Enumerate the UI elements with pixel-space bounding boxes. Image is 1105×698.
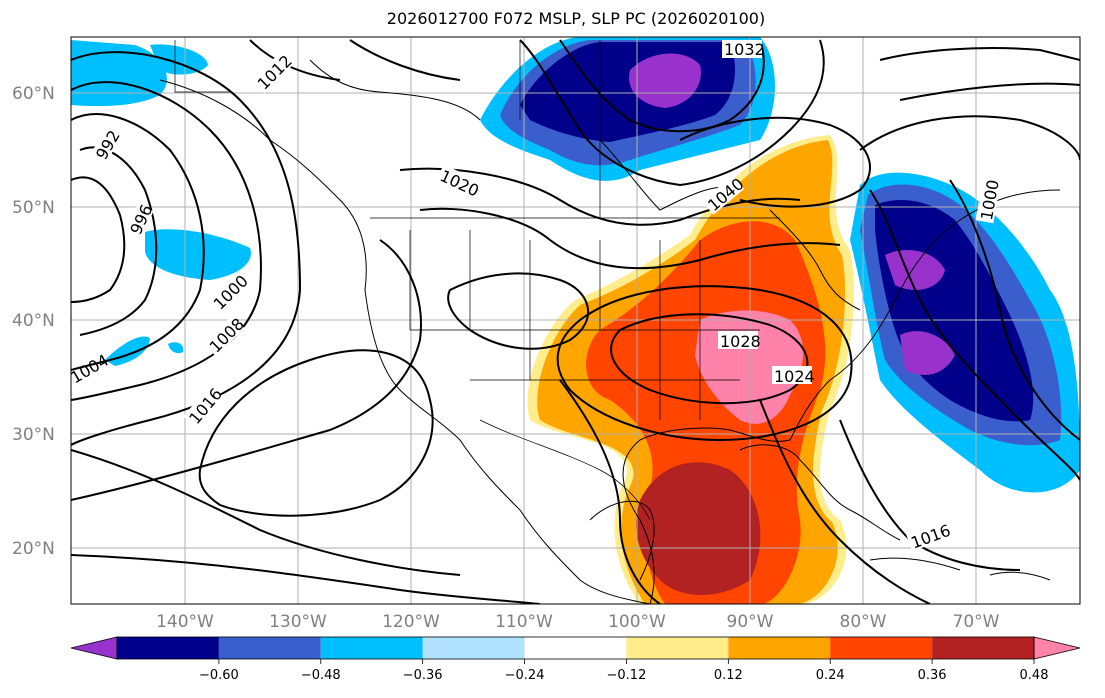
isobar-label-1028: 1028 [720, 332, 761, 351]
colorbar-swatch [932, 637, 1034, 659]
borders [174, 40, 780, 521]
lon-label-70w: 70°W [953, 612, 1000, 632]
colorbar-outline [116, 636, 1035, 660]
lat-label-40n: 40°N [12, 311, 55, 331]
lat-label-60n: 60°N [12, 84, 55, 104]
colorbar-swatch [117, 637, 219, 659]
colorbar-tick-label: 0.36 [918, 668, 947, 683]
lon-label-120w: 120°W [382, 612, 440, 632]
lon-label-100w: 100°W [608, 612, 666, 632]
lon-label-130w: 130°W [269, 612, 327, 632]
colorbar-extend-high [1033, 636, 1081, 660]
colorbar-tick-label: −0.12 [607, 668, 647, 683]
colorbar-tick-label: 0.24 [816, 668, 845, 683]
positive-anomaly-central [527, 135, 854, 604]
lon-label-110w: 110°W [495, 612, 553, 632]
lon-label-80w: 80°W [840, 612, 887, 632]
colorbar-extend-low [70, 636, 118, 660]
lat-label-30n: 30°N [12, 425, 55, 445]
colorbar-swatch [218, 637, 321, 659]
colorbar-tick-label: −0.24 [505, 668, 545, 683]
colorbar-tick-label: −0.36 [403, 668, 443, 683]
colorbar-swatch [830, 637, 933, 659]
lat-label-20n: 20°N [12, 539, 55, 559]
colorbar-swatch [320, 637, 423, 659]
lat-label-50n: 50°N [12, 198, 55, 218]
colorbar-swatch [626, 637, 729, 659]
longitude-axis: 140°W 130°W 120°W 110°W 100°W 90°W 80°W … [156, 612, 1000, 632]
map-title: 2026012700 F072 MSLP, SLP PC (2026020100… [386, 9, 766, 28]
map-area: 992 996 1000 1004 1008 1012 1016 1020 10… [71, 37, 1080, 604]
colorbar: −0.60 −0.48 −0.36 −0.24 −0.12 0.12 0.24 0.36 0.4… [70, 636, 1081, 683]
colorbar-swatch [422, 637, 525, 659]
colorbar-tick-label: −0.48 [301, 668, 341, 683]
map-frame [70, 36, 1081, 605]
colorbar-tick-label: −0.60 [199, 668, 239, 683]
latitude-axis: 60°N 50°N 40°N 30°N 20°N [12, 84, 55, 559]
colorbar-swatch [524, 637, 627, 659]
lon-label-90w: 90°W [727, 612, 774, 632]
colorbar-swatch [728, 637, 831, 659]
coastlines [159, 59, 1061, 604]
negative-anomaly-alaska [71, 40, 251, 366]
lon-label-140w: 140°W [156, 612, 214, 632]
isobars [71, 39, 1080, 604]
isobar-label-1032: 1032 [724, 40, 765, 59]
negative-anomaly-north [480, 37, 775, 181]
colorbar-tick-label: 0.12 [714, 668, 743, 683]
colorbar-tick-label: 0.48 [1020, 668, 1049, 683]
isobar-label-1024: 1024 [774, 367, 815, 386]
negative-anomaly-atlantic [850, 172, 1080, 493]
